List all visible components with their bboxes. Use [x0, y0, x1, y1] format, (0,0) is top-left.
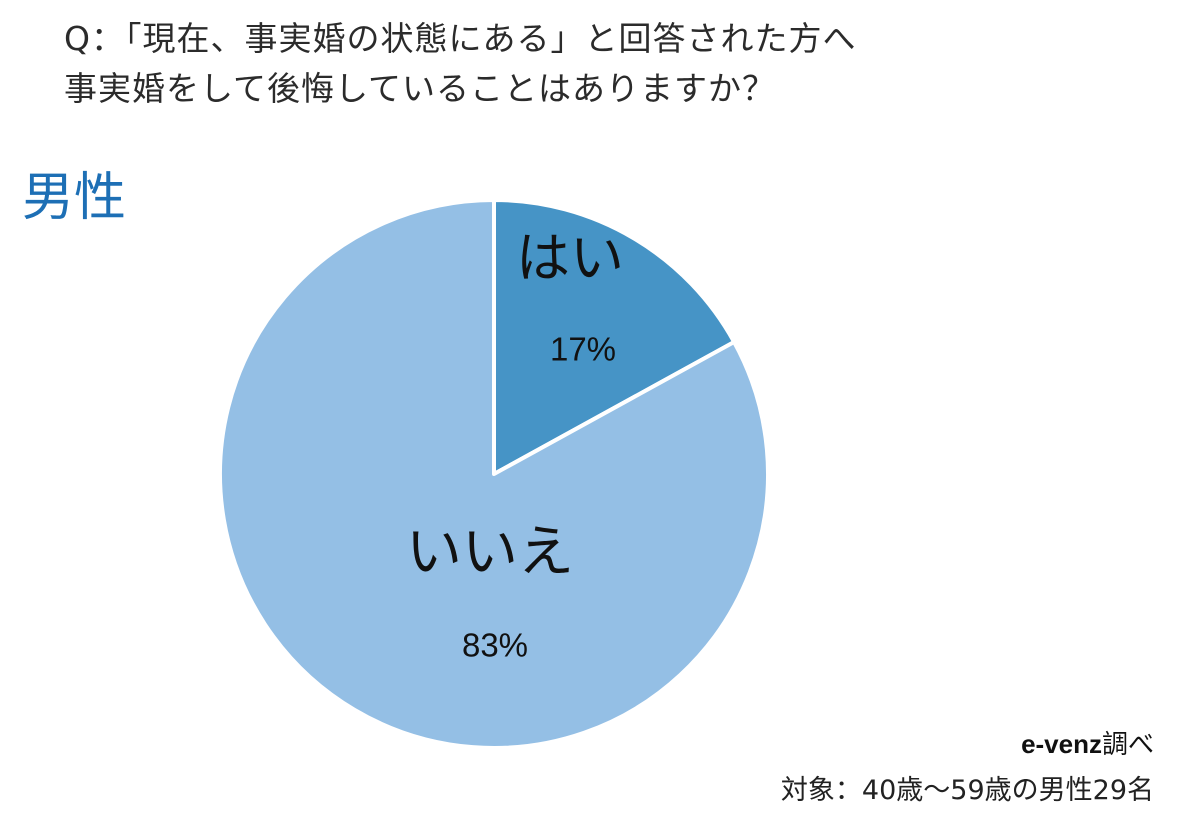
slice-label-no: いいえ [406, 520, 574, 585]
source-credit: e-venz調べ [1021, 724, 1154, 761]
slice-value-no: 83% [462, 627, 528, 664]
survey-target: 対象：40歳〜59歳の男性29名 [780, 775, 1154, 806]
question-line-1: Q：「現在、事実婚の状態にある」と回答された方へ [64, 19, 857, 58]
slice-label-yes: はい [516, 227, 624, 290]
question-text: Q：「現在、事実婚の状態にある」と回答された方へ 事実婚をして後悔していることは… [64, 14, 856, 114]
question-line-2: 事実婚をして後悔していることはありますか？ [64, 69, 777, 108]
pie-slice-yes [492, 198, 737, 476]
group-label: 男性 [22, 168, 127, 228]
slice-value-yes: 17% [550, 331, 616, 368]
pie-slice-no [218, 198, 770, 750]
source-brand: e-venz [1021, 729, 1102, 759]
source-suffix: 調べ [1101, 730, 1154, 760]
